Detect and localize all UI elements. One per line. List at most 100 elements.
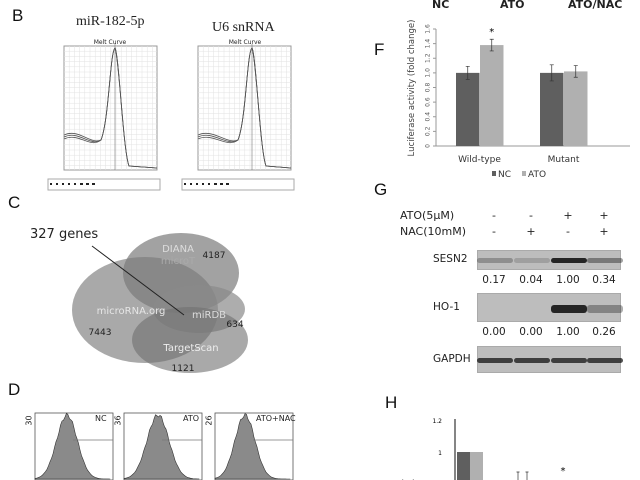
melt-curve — [63, 47, 158, 169]
treatment-mark: - — [492, 209, 496, 222]
melt-legend-swatch — [92, 183, 95, 185]
top-label-ato: ATO — [500, 0, 525, 11]
panel-label-d: D — [8, 380, 21, 399]
melt-legend-box-u6 — [181, 178, 295, 191]
hist-ymax-nc: 30 — [24, 415, 34, 426]
melt-curve-plots — [47, 44, 295, 191]
set-diana: DIANA — [162, 244, 194, 255]
count-diana: 4187 — [202, 251, 226, 261]
melt-plot-frame-u6 — [197, 45, 292, 171]
h-y-tick-label: 1 — [438, 450, 442, 457]
band-quantification: 1.00 — [556, 274, 580, 286]
melt-legend-swatch — [202, 183, 204, 185]
band-quantification: 0.26 — [592, 326, 616, 338]
f-bar-wild-type-ato — [480, 45, 504, 146]
hist-ymax-ato: 36 — [113, 415, 123, 426]
band-quantification: 0.04 — [519, 274, 543, 286]
h-significance-star: * — [561, 466, 566, 477]
melt-legend-swatch — [56, 183, 58, 185]
venn-targetscan — [132, 307, 248, 373]
band-quantification: 0.17 — [482, 274, 506, 286]
melt-legend-swatch — [214, 183, 217, 185]
band-quantification: 0.34 — [592, 274, 616, 286]
f-legend-label: NC — [498, 170, 511, 180]
blot-band — [587, 357, 623, 363]
melt-legend-swatch — [208, 183, 210, 185]
treatment-label: ATO(5μM) — [400, 209, 455, 222]
panel-label-b: B — [12, 6, 24, 25]
melt-legend-swatch — [226, 183, 229, 185]
f-y-tick-label: 1.2 — [425, 53, 432, 63]
hist-ymax-ato-nac: 26 — [204, 415, 214, 426]
top-label-ato-nac: ATO/NAC — [568, 0, 623, 11]
hist-label-nc: NC — [95, 414, 107, 423]
blot-ho1 — [477, 293, 623, 322]
melt-legend-swatch — [80, 183, 83, 185]
callout-line — [91, 245, 185, 316]
top-label-nc: NC — [432, 0, 450, 11]
blot-band — [477, 258, 513, 263]
blot-sesn2 — [477, 250, 623, 270]
f-y-tick-label: 1.0 — [425, 68, 432, 78]
h-y-tick-label: 1.2 — [432, 418, 442, 425]
title-u6-snrna: U6 snRNA — [212, 20, 275, 35]
f-error-bar — [549, 64, 554, 82]
melt-plot-frame-mir — [63, 45, 158, 171]
treatment-mark: - — [566, 225, 570, 238]
f-y-tick-label: 1.4 — [425, 39, 432, 49]
f-error-bar — [573, 65, 578, 78]
h-error-bar — [525, 471, 529, 480]
f-bar-wild-type-nc — [456, 72, 480, 146]
hist-label-ato-nac: ATO+NAC — [256, 414, 296, 423]
melt-legend-swatch — [220, 183, 223, 185]
treatment-mark: + — [599, 209, 609, 222]
melt-legend-swatch — [190, 183, 192, 185]
melt-curve — [197, 47, 292, 169]
melt-legend-swatch — [68, 183, 70, 185]
panel-label-f: F — [374, 40, 385, 59]
band-quantification: 0.00 — [482, 326, 506, 338]
f-category-label: Wild-type — [458, 155, 501, 165]
melt-legend-swatch — [184, 183, 186, 185]
treatment-mark: - — [529, 209, 533, 222]
h-error-bar — [516, 471, 520, 480]
blot-label-ho1: HO-1 — [433, 300, 460, 313]
band-quantification: 1.00 — [556, 326, 580, 338]
melt-legend-swatch — [62, 183, 64, 185]
panel-label-h: H — [385, 393, 398, 412]
blot-label-sesn2: SESN2 — [433, 253, 468, 265]
blot-gapdh — [477, 346, 623, 373]
blot-band — [587, 304, 623, 313]
melt-curve-title-2: Melt Curve — [228, 39, 262, 46]
melt-legend-swatch — [86, 183, 89, 185]
hist-area-nc — [34, 412, 111, 480]
f-bar-mutant-ato — [564, 71, 588, 146]
band-quantification: 0.00 — [519, 326, 543, 338]
flow-histograms — [34, 412, 294, 480]
f-ylabel: Luciferase activity (fold change) — [407, 19, 417, 157]
count-microrna-org: 7443 — [88, 328, 112, 338]
f-y-tick-label: 1.6 — [425, 24, 432, 34]
melt-legend-swatch — [196, 183, 198, 185]
treatment-label: NAC(10mM) — [400, 225, 467, 238]
melt-legend-swatch — [74, 183, 76, 185]
count-targetscan: 1121 — [171, 364, 195, 374]
melt-legend-swatch — [50, 183, 52, 185]
f-y-tick-label: 0.6 — [425, 97, 432, 107]
count-mirdb: 634 — [226, 320, 244, 330]
hist-area-ato-nac — [214, 413, 291, 480]
panel-label-c: C — [8, 193, 21, 212]
f-legend-label: ATO — [528, 170, 546, 180]
panel-label-g: G — [374, 180, 388, 199]
f-legend-swatch-ato — [522, 171, 526, 176]
f-significance-star: * — [489, 27, 494, 38]
f-y-tick-label: 0.2 — [425, 126, 432, 136]
f-bar-mutant-nc — [540, 72, 564, 146]
melt-curve-title-1: Melt Curve — [93, 39, 127, 46]
h-bar — [457, 452, 470, 480]
blot-band — [551, 304, 587, 313]
blot-label-gapdh: GAPDH — [433, 352, 471, 365]
set-microt: microT — [160, 256, 196, 267]
f-error-bar — [465, 65, 470, 80]
luciferase-bar-chart: 0 0.2 0.4 0.6 0.8 1.0 1.2 1.4 1.6 Wild-type Mutant… — [425, 24, 630, 180]
